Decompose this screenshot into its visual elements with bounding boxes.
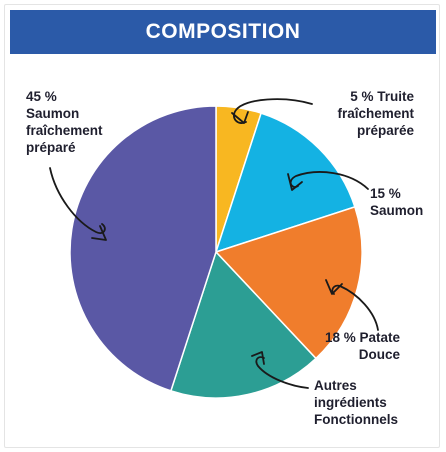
slice-label-line: fraîchement [337, 106, 414, 121]
label-arrows [49, 98, 379, 389]
slice-label-2: 18 % Patate Douce [325, 330, 401, 362]
slice-label-line: fraîchement [26, 123, 103, 138]
arrow-saumon-frais [49, 167, 106, 234]
arrow-autres-head [251, 351, 265, 365]
arrow-truite [233, 98, 313, 124]
slice-label-line: ingrédients [314, 395, 387, 410]
arrow-saumon-head [287, 173, 303, 191]
pie-slice-2 [214, 205, 363, 360]
slice-label-line: Fonctionnels [314, 412, 398, 427]
slice-label-line: préparé [26, 140, 76, 155]
pie-slice-1 [214, 112, 356, 254]
arrow-saumon-frais-head [91, 225, 107, 241]
pie-slice-4 [69, 105, 217, 392]
slice-label-line: Autres [314, 378, 357, 393]
chart-title: COMPOSITION [145, 20, 301, 43]
slice-label-line: 18 % Patate [325, 330, 401, 345]
slice-label-line: Douce [359, 347, 401, 362]
title-banner: COMPOSITION [10, 10, 436, 54]
slice-label-line: 5 % Truite [350, 89, 414, 104]
slice-label-line: 45 % [26, 89, 57, 104]
slice-label-line: préparée [357, 123, 415, 138]
arrow-saumon [289, 171, 369, 190]
slice-label-3: Autres ingrédients Fonctionnels [314, 378, 398, 427]
arrow-truite-head [231, 111, 249, 124]
slice-label-line: Saumon [370, 203, 423, 218]
arrow-autres [255, 356, 309, 389]
slice-label-1: 15 % Saumon [370, 186, 423, 218]
slice-label-0: 5 % Truite fraîchement préparée [337, 89, 414, 138]
slice-label-line: 15 % [370, 186, 401, 201]
slice-label-4: 45 % Saumon fraîchement préparé [26, 89, 103, 155]
slice-label-line: Saumon [26, 106, 79, 121]
pie-slices [69, 105, 363, 399]
arrow-patate-head [325, 279, 343, 295]
pie-slice-3 [169, 250, 318, 399]
